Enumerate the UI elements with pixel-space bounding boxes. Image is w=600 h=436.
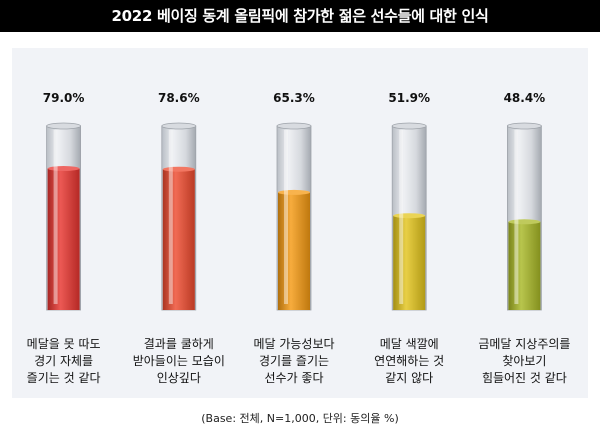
bar-1 xyxy=(47,168,80,310)
chart-title: 2022 베이징 동계 올림픽에 참가한 젊은 선수들에 대한 인식 xyxy=(0,0,600,32)
category-label-5-line-2: 찾아보기 xyxy=(502,354,546,368)
tube-highlight-2 xyxy=(168,130,173,304)
bar-top-1 xyxy=(47,166,80,172)
category-label-1-line-2: 경기 자체를 xyxy=(34,354,93,368)
category-label-5-line-1: 금메달 지상주의를 xyxy=(478,337,570,351)
bar-2 xyxy=(162,169,195,310)
category-label-2-line-3: 인상깊다 xyxy=(157,371,201,385)
bar-top-2 xyxy=(162,166,195,172)
tube-cap-5 xyxy=(507,122,542,130)
category-label-4-line-1: 메달 색깔에 xyxy=(380,337,439,351)
tube-highlight-1 xyxy=(53,130,58,304)
category-label-1-line-1: 메달을 못 따도 xyxy=(27,337,101,351)
tube-highlight-3 xyxy=(284,130,288,304)
value-label-3: 65.3% xyxy=(273,91,315,105)
value-label-1: 79.0% xyxy=(43,91,85,105)
category-label-3-line-1: 메달 가능성보다 xyxy=(253,337,334,351)
category-label-2-line-2: 받아들이는 모습이 xyxy=(133,354,225,368)
bar-top-3 xyxy=(278,189,310,195)
tube-cap-1 xyxy=(46,122,81,130)
tube-highlight-4 xyxy=(399,130,404,304)
category-label-3-line-2: 경기를 즐기는 xyxy=(259,354,329,368)
value-label-5: 48.4% xyxy=(504,91,546,105)
bar-4 xyxy=(393,215,426,310)
bar-top-4 xyxy=(393,213,426,219)
category-label-1-line-3: 즐기는 것 같다 xyxy=(27,371,101,385)
category-label-4-line-3: 같지 않다 xyxy=(385,371,433,385)
category-label-3-line-3: 선수가 좋다 xyxy=(264,371,323,385)
tube-highlight-5 xyxy=(514,130,519,304)
value-label-4: 51.9% xyxy=(388,91,430,105)
bar-top-5 xyxy=(508,219,541,225)
category-label-4-line-2: 연연해하는 것 xyxy=(374,354,444,368)
category-label-5-line-3: 힘들어진 것 같다 xyxy=(482,371,567,385)
tube-cap-3 xyxy=(276,122,312,130)
bar-3 xyxy=(278,192,310,310)
value-label-2: 78.6% xyxy=(158,91,200,105)
tube-cap-2 xyxy=(161,122,197,130)
tube-cap-4 xyxy=(391,122,427,130)
bar-5 xyxy=(508,221,541,310)
category-label-2-line-1: 결과를 쿨하게 xyxy=(144,337,214,351)
footnote: (Base: 전체, N=1,000, 단위: 동의율 %) xyxy=(201,412,399,425)
